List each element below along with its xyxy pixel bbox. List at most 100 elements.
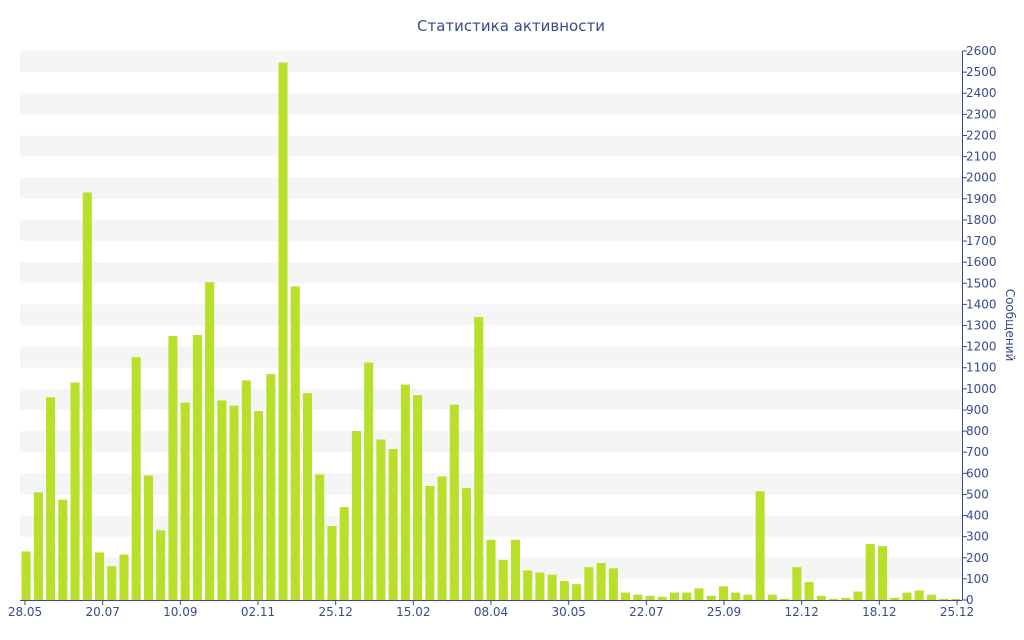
bar [400,384,410,600]
y-tick-label: 1300 [966,319,997,333]
bar [290,286,300,600]
bar [584,567,594,600]
grid-band [20,135,962,157]
y-tick-label: 2300 [966,107,997,121]
bar [425,485,435,600]
y-tick-label: 2200 [966,128,997,142]
bar [21,551,31,600]
grid-band [20,473,962,495]
bar [865,544,875,600]
bar [633,594,643,600]
bar [168,336,178,600]
bar [523,570,533,600]
y-tick-label: 0 [966,593,974,607]
y-tick-label: 1800 [966,213,997,227]
x-tick-label: 08.04 [474,605,508,619]
y-tick-label: 500 [966,487,989,501]
bar [229,405,239,600]
grid-band [20,388,962,410]
bar [743,594,753,600]
grid-band [20,262,962,284]
bar [33,492,43,600]
bar [302,393,313,600]
bar [902,592,912,600]
bar [376,439,386,600]
x-tick-label: 25.12 [940,605,974,619]
grid-bands [20,51,962,579]
y-tick-label: 1100 [966,361,997,375]
grid-band [20,93,962,115]
x-tick-label: 25.12 [318,605,352,619]
bar [437,476,447,600]
bar [926,594,936,600]
bar [486,539,496,600]
y-tick-label: 2000 [966,171,997,185]
bar [241,380,251,600]
bar [327,526,337,600]
y-axis-label: Сообщений [1003,289,1017,362]
y-tick-label: 800 [966,424,989,438]
chart-title: Статистика активности [417,17,605,35]
y-tick-label: 900 [966,403,989,417]
grid-band [20,51,962,73]
x-tick-label: 12.12 [784,605,818,619]
bar [645,595,655,600]
bar [780,598,790,600]
bar [890,597,900,600]
bars [21,62,961,600]
bar [217,400,227,600]
y-tick-label: 2400 [966,86,997,100]
bar [559,580,569,600]
bar [107,566,117,600]
bar [755,491,765,600]
y-tick-label: 1000 [966,382,997,396]
grid-band [20,346,962,368]
y-tick-label: 300 [966,530,989,544]
bar [608,568,618,600]
bar [572,584,582,600]
bar [498,559,508,600]
bar [657,596,667,600]
y-tick-label: 700 [966,445,989,459]
x-tick-label: 15.02 [396,605,430,619]
bar [596,563,606,600]
y-tick-label: 1600 [966,255,997,269]
bar [669,592,680,600]
y-tick-label: 2100 [966,150,997,164]
grid-band [20,177,962,199]
bar [792,567,802,600]
bar [278,62,288,600]
bar [914,590,924,600]
bar [939,598,949,600]
bar [510,539,520,600]
x-axis: 28.05 20.07 10.09 02.11 25.12 15.02 08.04 30.05… [8,600,974,619]
y-tick-label: 1700 [966,234,997,248]
bar [143,475,153,600]
bar [462,488,472,600]
bar [180,402,190,600]
x-tick-label: 10.09 [163,605,197,619]
bar [364,362,374,600]
bar [682,592,692,600]
bar [413,395,423,600]
bar [82,192,92,600]
bar [694,588,704,600]
bar [718,586,728,600]
bar [877,546,888,600]
bar [621,592,631,600]
grid-band [20,219,962,242]
bar [254,411,264,600]
y-tick-label: 1500 [966,276,997,290]
y-tick-label: 600 [966,466,989,480]
bar [94,552,105,600]
y-tick-label: 2600 [966,44,997,58]
y-axis: 0 100 200 300 400 500 600 700 800 900 1000 1100 1200… [962,44,997,607]
bar [547,574,557,600]
x-tick-label: 20.07 [85,605,119,619]
bar [315,474,325,600]
y-tick-label: 200 [966,551,989,565]
bar [731,592,741,600]
bar [853,591,863,600]
bar [951,598,961,600]
